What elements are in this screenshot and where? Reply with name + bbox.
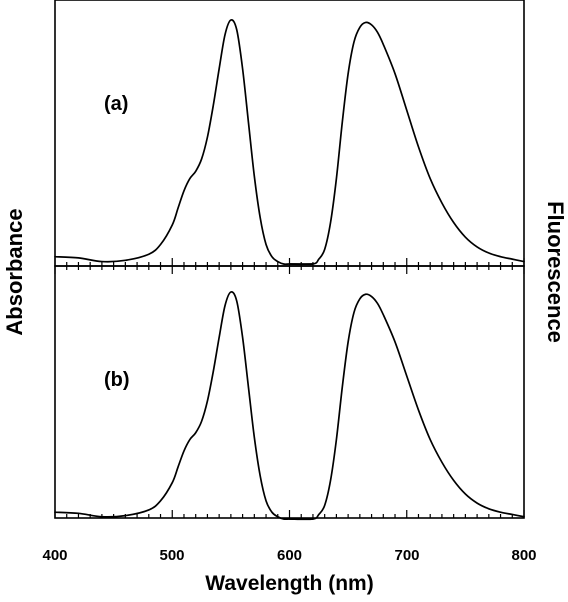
panel-a-fluorescence-curve xyxy=(288,21,525,266)
panel-b-absorbance-curve xyxy=(54,291,314,521)
panel-a-label: (a) xyxy=(104,93,128,115)
panel-b-label: (b) xyxy=(104,369,130,391)
x-axis-title: Wavelength (nm) xyxy=(205,572,373,595)
x-tick-label-600: 600 xyxy=(277,547,302,564)
panel-b-fluorescence-curve xyxy=(288,293,525,521)
y-axis-title-left: Absorbance xyxy=(2,208,27,335)
x-tick-label-700: 700 xyxy=(394,547,419,564)
panel-a-absorbance-curve xyxy=(54,19,314,266)
y-axis-title-right: Fluorescence xyxy=(543,201,568,343)
x-tick-label-800: 800 xyxy=(511,547,536,564)
x-tick-label-400: 400 xyxy=(42,547,67,564)
panel-a-frame xyxy=(54,0,525,267)
x-tick-label-500: 500 xyxy=(159,547,184,564)
